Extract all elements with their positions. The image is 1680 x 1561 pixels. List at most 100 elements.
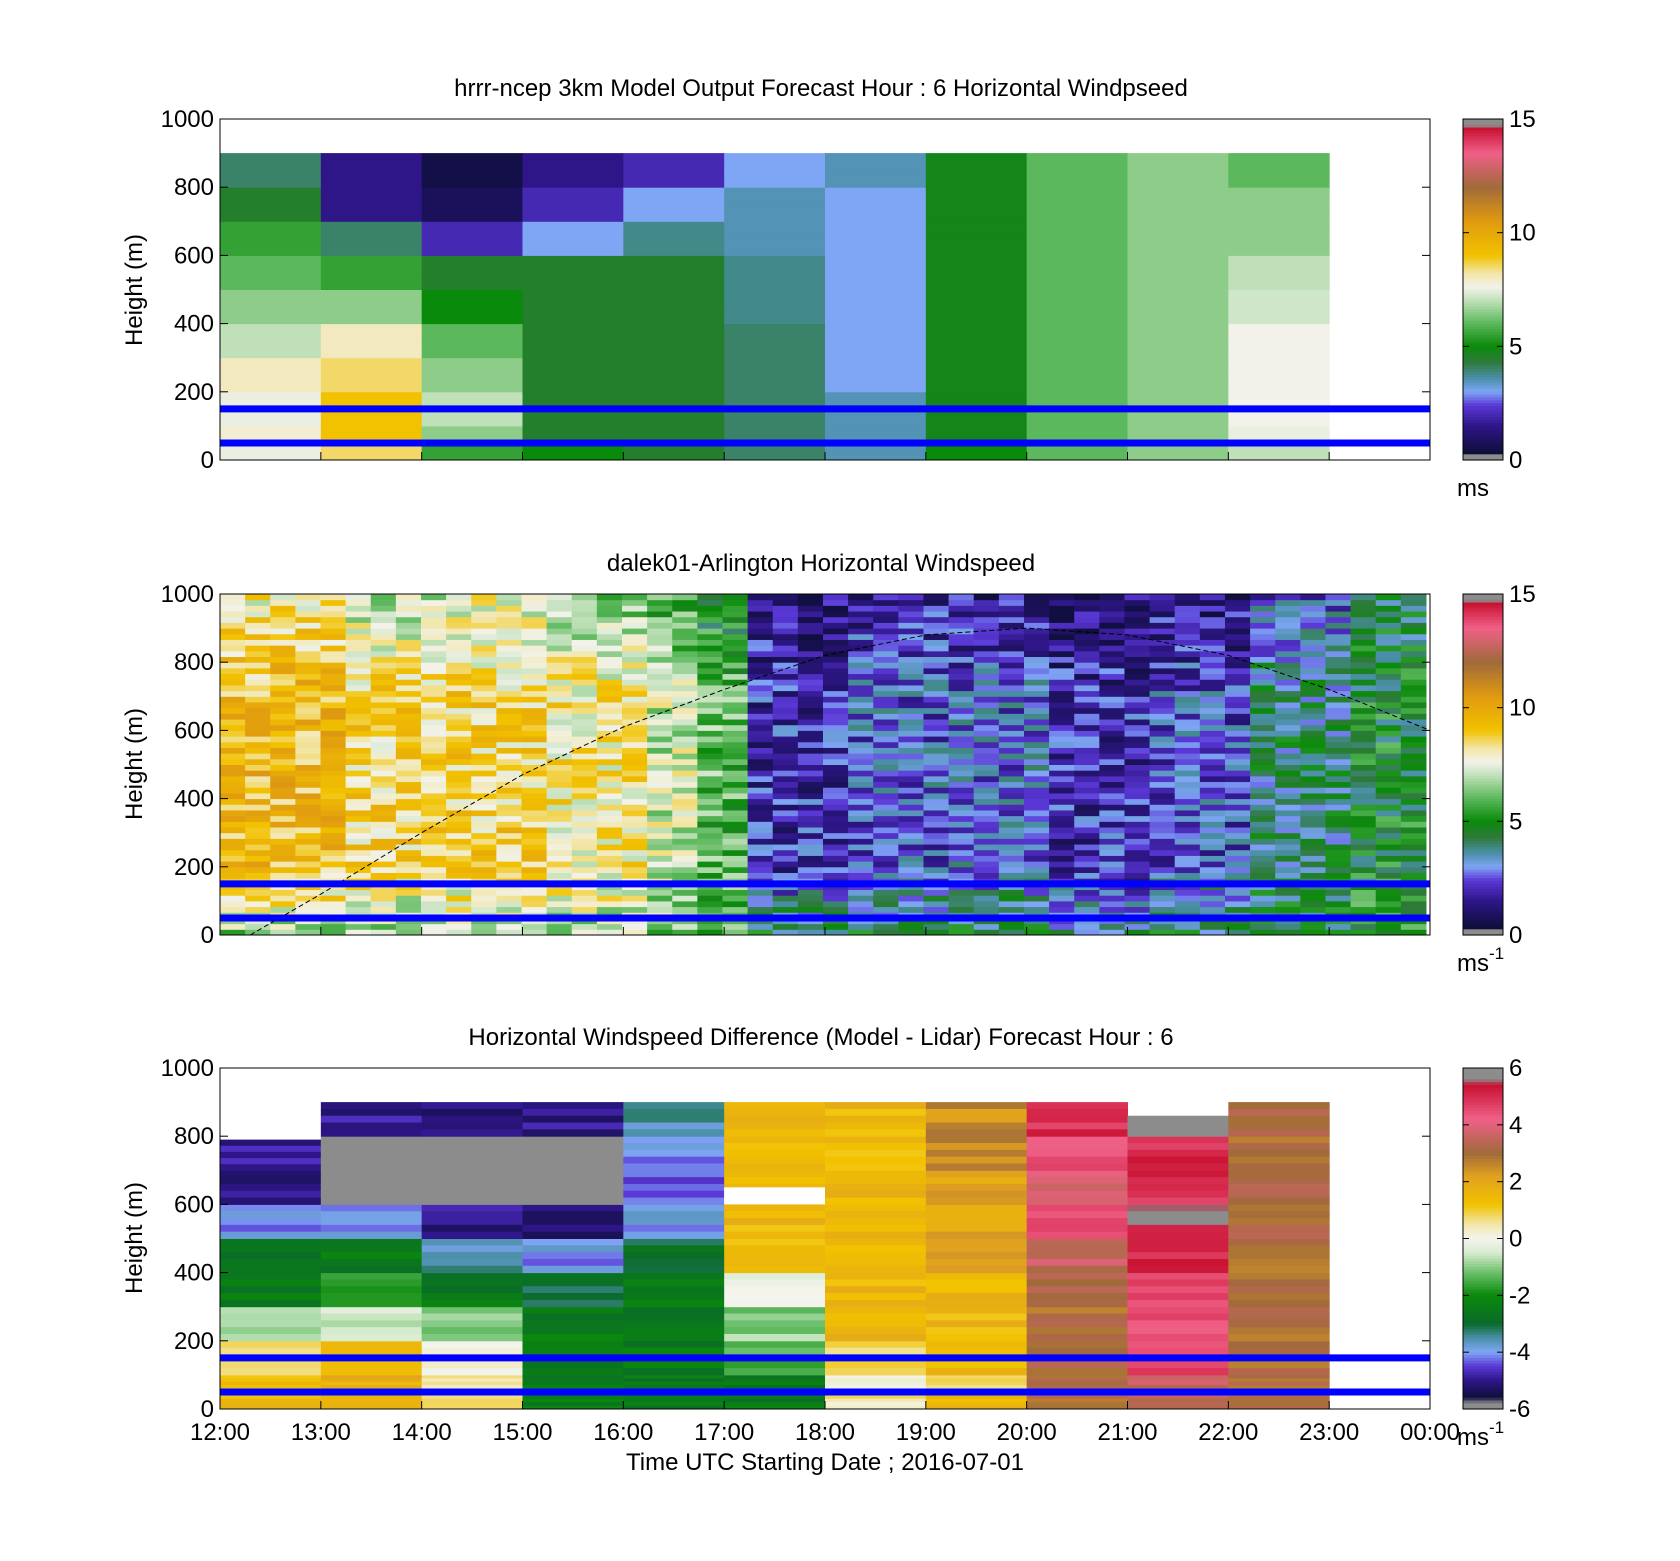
heatmap-cell [848,747,874,754]
colorbar-swatch [1463,454,1503,458]
heatmap-cell [1300,605,1326,612]
heatmap-cell [320,1299,423,1308]
heatmap-cell [672,770,698,777]
heatmap-cell [822,821,849,828]
heatmap-cell [471,838,497,845]
heatmap-cell [672,906,698,913]
heatmap-cell [1199,804,1226,811]
heatmap-cell [1228,1115,1330,1124]
heatmap-cell [898,667,924,675]
heatmap-cell [446,616,472,623]
heatmap-cell [320,238,423,256]
heatmap-cell [320,815,347,822]
heatmap-cell [822,804,849,811]
heatmap-cell [797,827,824,834]
heatmap-cell [747,923,774,930]
heatmap-cell [1325,673,1352,680]
heatmap-cell [295,844,321,851]
heatmap-cell [446,713,472,720]
heatmap-cell [1174,707,1201,714]
heatmap-cell [345,775,372,783]
heatmap-cell [822,599,849,606]
colorbar-swatch [1463,229,1503,234]
heatmap-cell [1099,906,1125,913]
heatmap-cell [647,736,673,743]
heatmap-cell [521,605,548,612]
heatmap-cell [1300,889,1326,896]
heatmap-cell [925,1129,1028,1137]
heatmap-cell [1350,929,1377,936]
heatmap-cell [772,866,799,873]
heatmap-cell [1224,741,1251,748]
heatmap-cell [822,645,849,652]
heatmap-cell [270,645,296,652]
heatmap-cell [596,747,623,754]
colorbar-swatch [1463,1215,1503,1220]
heatmap-cell [320,900,347,908]
colorbar-swatch [1463,1283,1503,1288]
heatmap-cell [948,753,975,760]
heatmap-cell [320,679,347,686]
colorbar-swatch [1463,246,1503,251]
heatmap-cell [1074,929,1100,936]
heatmap-cell [722,673,749,680]
heatmap-cell [925,1361,1028,1369]
heatmap-cell [1023,923,1050,930]
colorbar-swatch [1463,733,1503,737]
heatmap-cell [1250,792,1276,800]
heatmap-cell [1400,781,1427,788]
heatmap-cell [270,650,296,658]
heatmap-cell [320,906,347,913]
panel-lidar-overlays [220,627,1431,936]
heatmap-cell [245,639,271,646]
heatmap-cell [772,673,799,680]
colorbar-swatch [1463,1087,1503,1092]
heatmap-cell [697,906,723,913]
heatmap-cell [724,238,826,256]
heatmap-cell [295,662,321,669]
heatmap-cell [898,719,924,726]
heatmap-cell [320,667,347,675]
heatmap-cell [420,639,447,646]
heatmap-cell [245,611,271,618]
heatmap-cell [873,827,899,834]
heatmap-cell [1228,1272,1330,1280]
heatmap-cell [1199,832,1226,839]
heatmap-cell [672,719,698,726]
heatmap-cell [496,781,522,788]
heatmap-cell [1049,701,1075,709]
heatmap-cell [722,599,749,606]
heatmap-cell [1250,753,1276,760]
heatmap-cell [623,1279,725,1287]
heatmap-cell [722,628,749,635]
heatmap-cell [370,701,397,709]
heatmap-cell [948,628,975,635]
heatmap-cell [1124,900,1151,908]
heatmap-cell [848,821,874,828]
heatmap-cell [421,1252,523,1260]
heatmap-cell [1250,684,1276,692]
heatmap-cell [220,707,246,714]
heatmap-cell [747,605,774,612]
heatmap-cell [672,741,698,748]
heatmap-cell [1199,616,1226,623]
heatmap-cell [522,1368,624,1376]
heatmap-cell [546,730,573,737]
heatmap-cell [621,741,648,748]
colorbar-swatch [1463,352,1503,356]
heatmap-cell [1127,1361,1229,1369]
heatmap-cell [973,923,1000,930]
heatmap-cell [496,736,522,743]
heatmap-cell [1174,667,1201,675]
colorbar-swatch [1463,323,1503,328]
heatmap-cell [747,730,774,737]
heatmap-cell [1174,827,1201,834]
heatmap-cell [471,713,497,720]
heatmap-cell [345,792,372,800]
heatmap-cell [1127,451,1229,461]
heatmap-cell [320,787,347,794]
colorbar-swatch [1463,687,1503,692]
heatmap-cell [1224,758,1251,765]
colorbar-swatch [1463,1272,1503,1277]
heatmap-cell [697,798,723,805]
